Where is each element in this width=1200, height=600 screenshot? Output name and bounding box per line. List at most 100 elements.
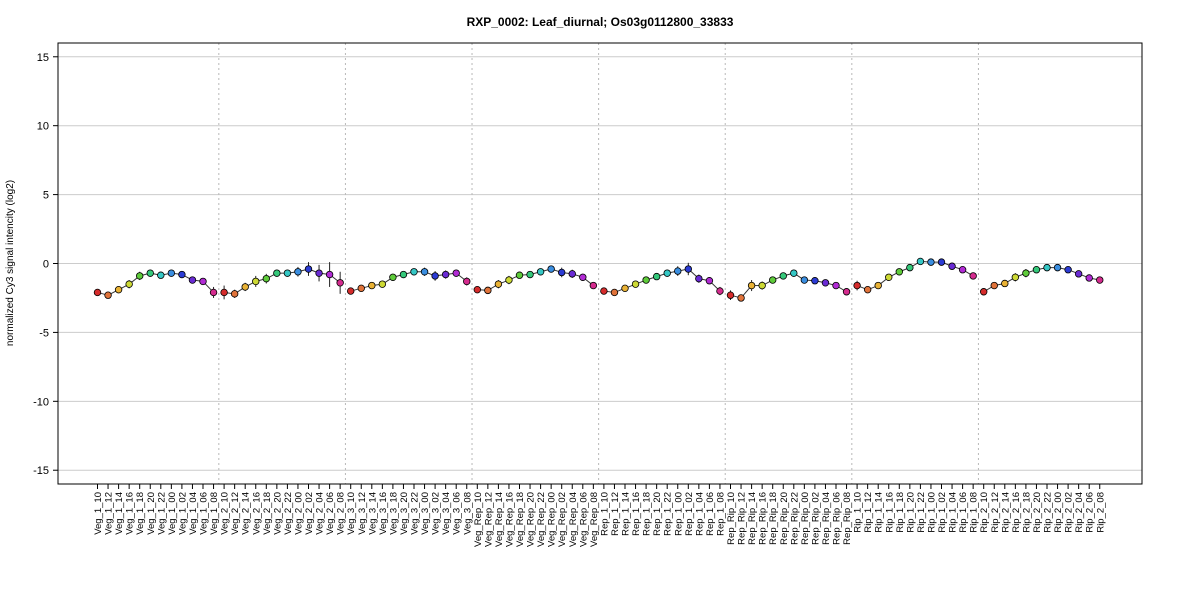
x-tick-label: Rep_1_22 <box>663 492 674 536</box>
x-tick-label: Rep_Rip_02 <box>810 492 821 545</box>
data-point <box>737 294 745 302</box>
data-point <box>906 263 914 272</box>
data-point <box>1043 263 1051 272</box>
data-point <box>357 284 365 293</box>
x-tick-label: Rip_2_14 <box>1000 492 1011 533</box>
y-axis: -15 -10 -5 0 5 10 15 <box>33 52 58 477</box>
x-tick-label: Rep_1_10 <box>599 492 610 536</box>
data-point <box>1074 270 1083 278</box>
data-point <box>199 277 207 286</box>
data-point <box>948 262 956 270</box>
x-tick-label: Veg_2_22 <box>283 492 294 535</box>
data-point <box>178 270 186 279</box>
group-separators <box>218 43 979 484</box>
x-tick-label: Rip_2_16 <box>1011 492 1022 533</box>
x-tick-label: Rip_1_08 <box>969 492 980 533</box>
data-point <box>937 258 946 266</box>
data-point <box>220 288 228 297</box>
data-point <box>885 273 893 281</box>
data-point <box>610 288 619 297</box>
data-point <box>1032 266 1041 274</box>
x-tick-label: Veg_3_12 <box>357 492 368 535</box>
x-tick-label: Rep_1_06 <box>705 492 716 536</box>
data-point <box>874 281 882 290</box>
data-point <box>389 273 397 281</box>
x-tick-label: Rip_2_20 <box>1032 492 1043 533</box>
x-tick-label: Veg_1_22 <box>156 492 167 535</box>
data-point <box>927 258 935 266</box>
data-point <box>779 272 787 280</box>
y-tick-label: 10 <box>37 121 49 133</box>
data-point <box>505 276 513 284</box>
data-point <box>241 283 249 291</box>
x-tick-label: Rip_2_08 <box>1095 492 1106 533</box>
data-point <box>684 265 692 273</box>
x-tick-label: Veg_3_22 <box>410 492 421 535</box>
x-tick-label: Rep_Rip_08 <box>842 492 853 545</box>
x-tick-label: Rep_1_18 <box>642 492 653 536</box>
x-tick-label: Veg_3_00 <box>420 492 431 535</box>
x-tick-label: Veg_3_14 <box>367 492 378 535</box>
data-point <box>536 268 545 276</box>
data-point <box>800 276 809 284</box>
data-point <box>600 287 608 295</box>
data-point <box>378 280 387 288</box>
x-tick-label: Veg_1_02 <box>177 492 188 535</box>
y-tick-label: -5 <box>39 327 49 339</box>
data-point <box>125 280 133 288</box>
data-point <box>980 288 988 296</box>
x-tick-label: Veg_Rep_04 <box>568 492 579 547</box>
data-point <box>230 290 239 298</box>
data-point <box>811 277 819 285</box>
data-point <box>420 268 429 276</box>
x-tick-label: Veg_2_06 <box>325 492 336 535</box>
grid <box>58 56 1142 471</box>
x-tick-label: Veg_Rep_20 <box>526 492 537 547</box>
x-tick-label: Veg_2_20 <box>272 492 283 535</box>
x-tick-label: Veg_1_08 <box>209 492 220 535</box>
data-point <box>1001 279 1009 288</box>
data-point <box>558 268 566 277</box>
x-tick-label: Veg_1_20 <box>146 492 157 535</box>
x-tick-label: Veg_1_06 <box>199 492 210 535</box>
x-tick-label: Veg_2_00 <box>293 492 304 535</box>
data-point <box>315 269 323 277</box>
y-tick-label: -15 <box>33 465 49 477</box>
x-tick-label: Rip_1_02 <box>937 492 948 533</box>
data-point <box>652 272 661 281</box>
data-point <box>863 285 872 294</box>
data-point <box>452 269 460 277</box>
x-tick-label: Veg_Rep_14 <box>494 492 505 547</box>
data-point <box>579 273 587 281</box>
x-tick-label: Veg_Rep_02 <box>557 492 568 547</box>
data-point <box>663 269 671 277</box>
x-tick-label: Veg_3_10 <box>346 492 357 535</box>
x-tick-label: Veg_Rep_22 <box>536 492 547 547</box>
data-point <box>747 281 756 290</box>
data-point <box>642 276 650 284</box>
x-tick-label: Veg_3_06 <box>452 492 463 535</box>
x-tick-label: Veg_3_04 <box>441 492 452 535</box>
x-tick-label: Veg_2_18 <box>262 492 273 535</box>
x-tick-label: Rip_2_22 <box>1043 492 1054 533</box>
data-point <box>188 276 197 284</box>
data-point <box>958 266 967 274</box>
x-tick-label: Rep_1_00 <box>673 492 684 536</box>
x-tick-label: Rep_Rip_00 <box>800 492 811 545</box>
x-tick-label: Veg_3_16 <box>378 492 389 535</box>
y-tick-label: 0 <box>43 259 49 271</box>
x-tick-label: Rep_1_12 <box>610 492 621 536</box>
x-tick-label: Rip_2_18 <box>1021 492 1032 533</box>
data-point <box>93 288 102 297</box>
data-point <box>758 281 766 290</box>
x-tick-label: Veg_1_18 <box>135 492 146 535</box>
data-point <box>695 274 703 283</box>
data-point <box>515 271 524 279</box>
data-point <box>990 281 998 290</box>
x-tick-label: Rep_Rip_22 <box>789 492 800 545</box>
x-tick-label: Veg_1_12 <box>104 492 115 535</box>
data-point <box>473 285 481 294</box>
x-tick-label: Veg_3_18 <box>388 492 399 535</box>
data-point <box>262 274 270 283</box>
